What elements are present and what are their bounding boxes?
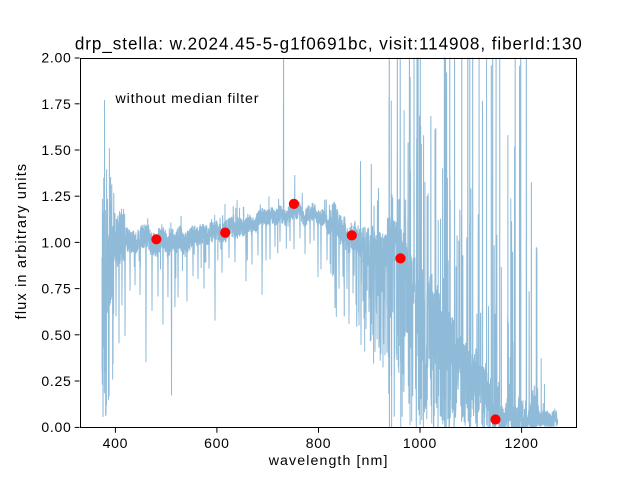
svg-text:2.00: 2.00 — [41, 50, 71, 66]
svg-text:800: 800 — [306, 435, 332, 451]
svg-text:drp_stella: w.2024.45-5-g1f069: drp_stella: w.2024.45-5-g1f0691bc, visit… — [75, 35, 583, 54]
svg-text:1.50: 1.50 — [41, 142, 71, 158]
svg-text:0.75: 0.75 — [41, 281, 71, 297]
svg-text:1.75: 1.75 — [41, 96, 71, 112]
svg-text:1.00: 1.00 — [41, 234, 71, 250]
svg-text:flux in arbitrary units: flux in arbitrary units — [14, 163, 30, 320]
svg-text:wavelength [nm]: wavelength [nm] — [268, 453, 389, 469]
svg-text:0.25: 0.25 — [41, 373, 71, 389]
svg-text:600: 600 — [204, 435, 230, 451]
svg-text:without median filter: without median filter — [115, 91, 260, 107]
svg-text:0.00: 0.00 — [41, 419, 71, 435]
svg-text:1200: 1200 — [505, 435, 539, 451]
svg-text:400: 400 — [103, 435, 129, 451]
svg-text:1000: 1000 — [403, 435, 437, 451]
svg-text:1.25: 1.25 — [41, 188, 71, 204]
svg-text:0.50: 0.50 — [41, 327, 71, 343]
